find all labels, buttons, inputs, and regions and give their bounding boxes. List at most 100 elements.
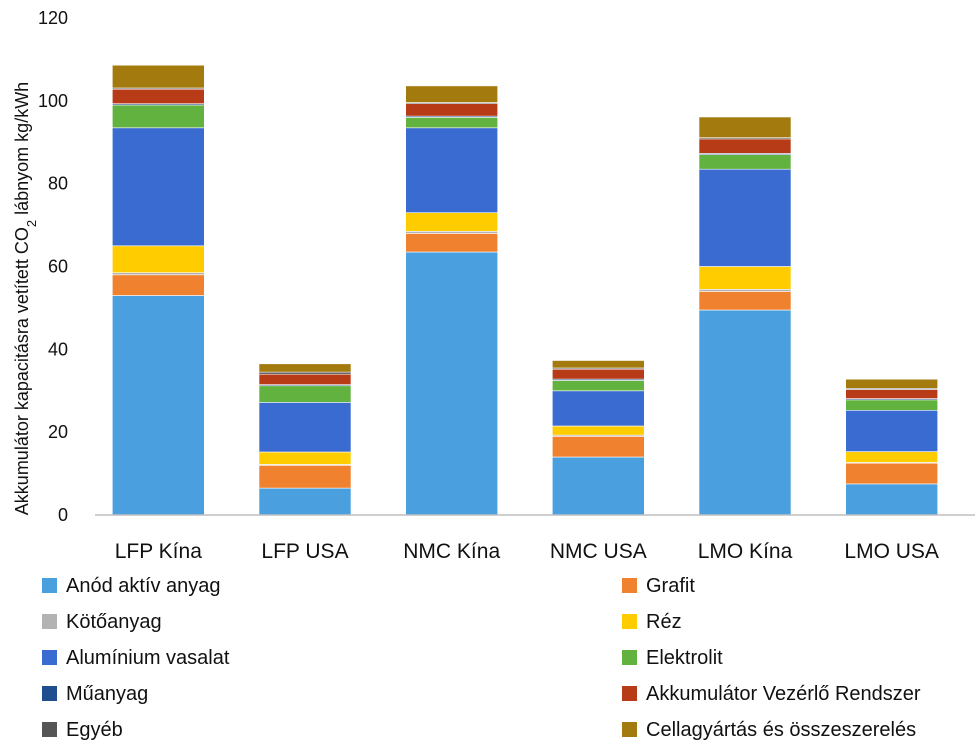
- bar-segment-lfp-kina-elektrolit: [112, 104, 205, 129]
- bar-segment-nmc-usa-grafit: [551, 435, 645, 458]
- legend-item-cellagyartas-es-osszeszereles: Cellagyártás és összeszerelés: [622, 719, 916, 741]
- legend-label-grafit: Grafit: [646, 575, 695, 597]
- bar-segment-lfp-kina-kotoanyag: [112, 272, 205, 276]
- legend-swatch-kotoanyag: [42, 614, 57, 629]
- legend-swatch-anod-aktiv-anyag: [42, 578, 57, 593]
- bar-segment-lmo-usa-akkumulator-vezerlo-rendszer: [845, 389, 939, 399]
- legend-item-kotoanyag: Kötőanyag: [42, 611, 162, 633]
- bar-segment-nmc-usa-anod-aktiv-anyag: [551, 456, 645, 516]
- bar-segment-lfp-kina-cellagyartas-es-osszeszereles: [112, 64, 205, 89]
- y-axis-label: Akkumulátor kapacitásra vetített CO2 láb…: [12, 82, 39, 515]
- bar-stack-lmo-kina: [698, 116, 792, 516]
- legend-item-rez: Réz: [622, 611, 682, 633]
- y-tick-label-40: 40: [48, 339, 68, 359]
- legend-swatch-rez: [622, 614, 637, 629]
- legend-item-egyeb: Egyéb: [42, 719, 123, 741]
- bar-segment-lfp-kina-rez: [112, 245, 205, 274]
- bar-segment-lfp-kina-akkumulator-vezerlo-rendszer: [112, 88, 205, 104]
- bar-segment-nmc-usa-cellagyartas-es-osszeszereles: [551, 360, 645, 369]
- legend-item-muanyag: Műanyag: [42, 683, 148, 705]
- y-axis-label-subscript: 2: [24, 220, 39, 227]
- x-category-label-nmc-kina: NMC Kína: [403, 540, 500, 563]
- bar-stack-nmc-usa: [551, 360, 645, 516]
- bar-segment-lmo-kina-kotoanyag: [698, 288, 792, 292]
- bar-stack-lfp-kina: [112, 64, 205, 516]
- y-tick-label-0: 0: [58, 505, 68, 525]
- bar-segment-lfp-usa-akkumulator-vezerlo-rendszer: [258, 373, 352, 385]
- bar-segment-lfp-kina-anod-aktiv-anyag: [112, 295, 205, 516]
- x-category-label-lfp-kina: LFP Kína: [115, 540, 202, 563]
- bars-layer: [112, 64, 939, 516]
- bar-segment-lmo-kina-elektrolit: [698, 154, 792, 170]
- legend-swatch-elektrolit: [622, 650, 637, 665]
- bar-segment-lfp-usa-egyeb: [258, 371, 352, 375]
- legend-label-muanyag: Műanyag: [66, 683, 148, 705]
- x-category-label-nmc-usa: NMC USA: [550, 540, 647, 563]
- y-axis-ticks: 0 20 40 60 80 100 120: [38, 8, 68, 525]
- legend-label-elektrolit: Elektrolit: [646, 647, 723, 669]
- bar-segment-lmo-usa-rez: [845, 451, 939, 463]
- y-tick-label-120: 120: [38, 8, 68, 28]
- bar-segment-lmo-kina-rez: [698, 266, 792, 290]
- legend-item-elektrolit: Elektrolit: [622, 647, 723, 669]
- legend-swatch-grafit: [622, 578, 637, 593]
- legend-item-aluminium-vasalat: Alumínium vasalat: [42, 647, 230, 669]
- bar-segment-lfp-usa-cellagyartas-es-osszeszereles: [258, 363, 352, 373]
- bar-segment-lmo-usa-aluminium-vasalat: [845, 409, 939, 452]
- legend-item-akkumulator-vezerlo-rendszer: Akkumulátor Vezérlő Rendszer: [622, 683, 921, 705]
- bar-segment-lfp-kina-aluminium-vasalat: [112, 127, 205, 247]
- legend-label-cellagyartas-es-osszeszereles: Cellagyártás és összeszerelés: [646, 719, 916, 741]
- bar-segment-lmo-usa-grafit: [845, 462, 939, 485]
- bar-segment-nmc-kina-anod-aktiv-anyag: [405, 251, 499, 516]
- legend-label-kotoanyag: Kötőanyag: [66, 611, 162, 633]
- legend-label-akkumulator-vezerlo-rendszer: Akkumulátor Vezérlő Rendszer: [646, 683, 921, 705]
- bar-segment-lfp-kina-grafit: [112, 274, 205, 296]
- legend-label-rez: Réz: [646, 611, 682, 633]
- y-tick-label-60: 60: [48, 257, 68, 277]
- legend-label-anod-aktiv-anyag: Anód aktív anyag: [66, 575, 221, 597]
- legend-item-grafit: Grafit: [622, 575, 695, 597]
- bar-segment-lmo-kina-grafit: [698, 291, 792, 311]
- bar-segment-nmc-usa-elektrolit: [551, 380, 645, 392]
- y-axis-label-main: Akkumulátor kapacitásra vetített CO: [12, 227, 32, 515]
- legend-swatch-egyeb: [42, 722, 57, 737]
- bar-stack-lfp-usa: [258, 363, 352, 516]
- x-axis-categories: LFP Kína LFP USA NMC Kína NMC USA LMO Kína LM…: [115, 540, 939, 563]
- bar-segment-nmc-usa-akkumulator-vezerlo-rendszer: [551, 368, 645, 380]
- bar-segment-lmo-usa-elektrolit: [845, 399, 939, 411]
- bar-segment-lmo-kina-aluminium-vasalat: [698, 168, 792, 267]
- y-tick-label-20: 20: [48, 422, 68, 442]
- bar-segment-nmc-usa-rez: [551, 425, 645, 436]
- x-category-label-lmo-kina: LMO Kína: [698, 540, 793, 563]
- legend-swatch-cellagyartas-es-osszeszereles: [622, 722, 637, 737]
- y-tick-label-100: 100: [38, 91, 68, 111]
- bar-segment-nmc-kina-cellagyartas-es-osszeszereles: [405, 85, 499, 103]
- legend-swatch-akkumulator-vezerlo-rendszer: [622, 686, 637, 701]
- y-tick-label-80: 80: [48, 174, 68, 194]
- legend-label-egyeb: Egyéb: [66, 719, 123, 741]
- bar-segment-lmo-usa-anod-aktiv-anyag: [845, 483, 939, 516]
- y-axis-label-unit: lábnyom kg/kWh: [12, 82, 32, 220]
- legend: Anód aktív anyag Grafit Kötőanyag Réz Alumín…: [42, 575, 921, 741]
- bar-segment-lfp-usa-anod-aktiv-anyag: [258, 487, 352, 516]
- legend-swatch-aluminium-vasalat: [42, 650, 57, 665]
- bar-segment-nmc-kina-aluminium-vasalat: [405, 127, 499, 214]
- bar-stack-lmo-usa: [845, 378, 939, 516]
- bar-segment-lfp-usa-grafit: [258, 464, 352, 489]
- x-category-label-lfp-usa: LFP USA: [261, 540, 348, 563]
- bar-segment-nmc-kina-kotoanyag: [405, 231, 499, 234]
- bar-segment-lmo-kina-akkumulator-vezerlo-rendszer: [698, 138, 792, 154]
- bar-segment-nmc-kina-rez: [405, 212, 499, 232]
- bar-segment-nmc-kina-akkumulator-vezerlo-rendszer: [405, 103, 499, 117]
- bar-segment-lmo-kina-cellagyartas-es-osszeszereles: [698, 116, 792, 139]
- bar-segment-lmo-kina-anod-aktiv-anyag: [698, 309, 792, 516]
- legend-label-aluminium-vasalat: Alumínium vasalat: [66, 647, 230, 669]
- legend-swatch-muanyag: [42, 686, 57, 701]
- x-category-label-lmo-usa: LMO USA: [844, 540, 939, 563]
- bar-segment-nmc-kina-grafit: [405, 233, 499, 253]
- bar-segment-lfp-usa-elektrolit: [258, 385, 352, 403]
- bar-segment-nmc-usa-aluminium-vasalat: [551, 390, 645, 427]
- legend-item-anod-aktiv-anyag: Anód aktív anyag: [42, 575, 221, 597]
